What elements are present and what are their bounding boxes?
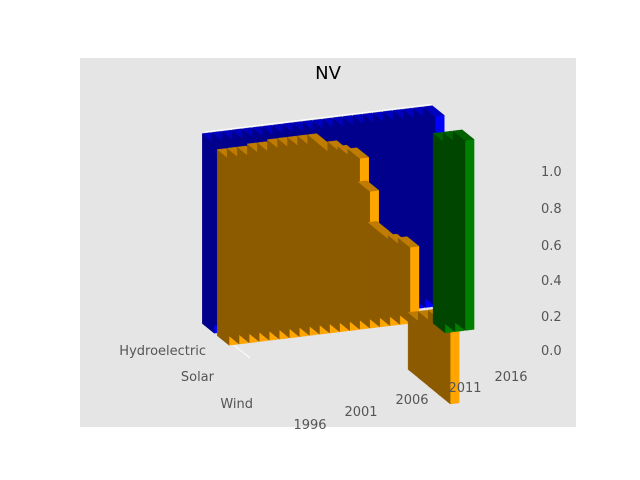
z-tick-label: 0.4 (541, 274, 562, 289)
x-tick-label: 2016 (494, 370, 527, 385)
bar-wind-side (453, 130, 466, 331)
z-gridline (205, 103, 432, 133)
y-tick-label: Solar (181, 370, 215, 385)
z-tick-label: 0.6 (541, 239, 562, 254)
x-tick-label: 2001 (344, 405, 377, 420)
bar-hydroelectric-top (422, 105, 445, 117)
y-tick-label: Hydroelectric (119, 344, 206, 359)
z-tick-label: 1.0 (541, 165, 562, 180)
bar-wind-front (464, 139, 475, 331)
bar-solar-top (347, 147, 370, 159)
ticks-layer: 1996 2001 2006 2011 2016 Hydroelectric Solar Wi… (119, 165, 561, 433)
z-tick-label: 0.2 (541, 310, 562, 325)
y-tick-label: Wind (220, 397, 253, 412)
bar-solar-top (397, 236, 420, 248)
z-tick-label: 0.8 (541, 202, 562, 217)
bar-solar-side (397, 237, 411, 324)
x-tick-label: 2006 (395, 393, 428, 408)
chart-title: NV (315, 63, 341, 84)
x-tick-label: 2011 (448, 381, 481, 396)
x-tick-label: 1996 (293, 418, 326, 433)
bar-solar-top (357, 180, 380, 192)
bar-wind-top (452, 129, 475, 141)
z-tick-label: 0.0 (541, 344, 562, 359)
bars-layer (201, 105, 475, 405)
